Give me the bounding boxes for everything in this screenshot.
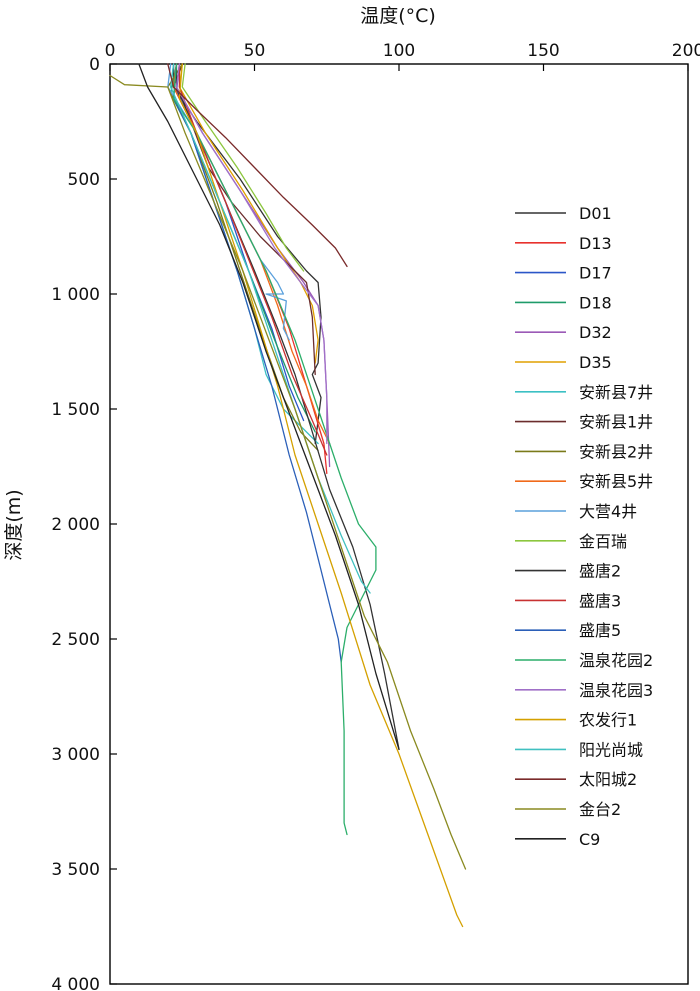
plot-frame xyxy=(109,63,689,985)
legend-label: 温泉花园2 xyxy=(579,651,653,670)
y-tick-label: 500 xyxy=(68,170,100,190)
legend-label: D18 xyxy=(579,293,612,312)
series-line-20 xyxy=(109,74,467,870)
x-tick-label: 100 xyxy=(383,41,415,61)
legend-label: D32 xyxy=(579,323,612,342)
legend-label: 安新县5井 xyxy=(579,472,653,491)
legend-label: 太阳城2 xyxy=(579,770,637,789)
legend-label: 金台2 xyxy=(579,800,621,819)
legend-label: 盛唐3 xyxy=(579,591,621,610)
legend: D01 D13 D17 D18 D32 D35 安新县7井安新县1井安新县2井安新县5井大营… xyxy=(515,204,653,849)
series-line-21 xyxy=(138,63,400,751)
y-tick-label: 2 000 xyxy=(51,515,100,535)
plot-border xyxy=(109,63,689,985)
x-tick-label: 50 xyxy=(244,41,266,61)
legend-label: 安新县2井 xyxy=(579,442,653,461)
y-tick-label: 0 xyxy=(89,55,100,75)
legend-label: 安新县1井 xyxy=(579,413,653,432)
x-tick-label: 0 xyxy=(105,41,116,61)
series-line-2 xyxy=(175,63,305,422)
series-line-5 xyxy=(178,63,319,364)
y-tick-label: 1 000 xyxy=(51,285,100,305)
legend-label: C9 xyxy=(579,830,600,849)
legend-label: 大营4井 xyxy=(579,502,637,521)
y-tick-label: 4 000 xyxy=(51,975,100,991)
series-line-7 xyxy=(172,63,316,376)
y-axis: 0 500 1 000 1 500 2 000 2 500 3 000 3 500 4 000 xyxy=(51,55,117,991)
legend-label: 农发行1 xyxy=(579,711,637,730)
series-lines xyxy=(109,63,467,928)
legend-label: 安新县7井 xyxy=(579,383,653,402)
legend-label: D13 xyxy=(579,234,612,253)
series-line-19 xyxy=(167,63,348,268)
legend-label: D17 xyxy=(579,264,612,283)
legend-label: D01 xyxy=(579,204,612,223)
legend-label: D35 xyxy=(579,353,612,372)
series-line-15 xyxy=(172,63,377,836)
series-line-17 xyxy=(178,63,464,928)
legend-label: 阳光尚城 xyxy=(579,740,643,759)
x-axis: 0 50 100 150 200 xyxy=(105,41,700,71)
y-tick-label: 3 500 xyxy=(51,860,100,880)
legend-label: 盛唐2 xyxy=(579,562,621,581)
series-line-16 xyxy=(175,63,328,445)
series-line-18 xyxy=(170,63,371,594)
legend-label: 温泉花园3 xyxy=(579,681,653,700)
x-axis-title: 温度(°C) xyxy=(360,5,436,27)
legend-label: 金百瑞 xyxy=(579,532,627,551)
legend-label: 盛唐5 xyxy=(579,621,621,640)
series-line-13 xyxy=(178,63,328,456)
x-tick-label: 150 xyxy=(527,41,559,61)
y-tick-label: 3 000 xyxy=(51,745,100,765)
y-tick-label: 1 500 xyxy=(51,400,100,420)
y-axis-title: 深度(m) xyxy=(3,489,25,560)
y-tick-label: 2 500 xyxy=(51,630,100,650)
series-line-11 xyxy=(181,63,305,272)
x-tick-label: 200 xyxy=(672,41,700,61)
